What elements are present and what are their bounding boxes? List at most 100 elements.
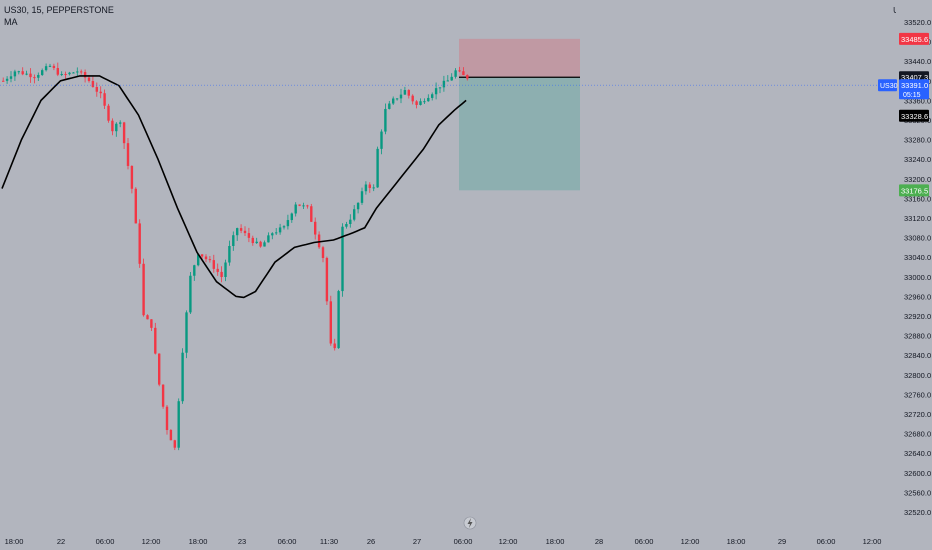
price-tick-label: 32520.0	[904, 508, 931, 517]
candle-body	[376, 148, 379, 188]
candle	[185, 310, 188, 359]
candle-body	[384, 108, 387, 132]
candle	[103, 89, 106, 109]
candle	[5, 76, 9, 84]
candle	[119, 120, 122, 128]
candle-body	[356, 202, 360, 210]
candle	[356, 202, 360, 214]
indicator-label[interactable]: MA	[4, 17, 18, 27]
ma-layer	[1, 75, 467, 299]
candle-body	[431, 94, 434, 98]
candle	[68, 71, 71, 76]
candle	[275, 228, 278, 236]
candle	[384, 103, 387, 135]
candle-body	[60, 74, 63, 76]
time-axis-bg	[0, 532, 932, 550]
candle	[177, 398, 180, 451]
candle-body	[95, 86, 98, 92]
candle-body	[380, 131, 383, 149]
candle-body	[111, 120, 114, 132]
candle	[126, 138, 130, 170]
candle-body	[158, 353, 161, 385]
price-tick-label: 33440.0	[904, 57, 931, 66]
candle-body	[337, 291, 340, 349]
candle	[115, 122, 118, 137]
candle-body	[220, 271, 223, 278]
candle	[76, 67, 79, 77]
candle	[247, 227, 251, 243]
candle	[169, 429, 173, 441]
candle	[403, 86, 407, 95]
candle-body	[169, 430, 173, 441]
candle-body	[372, 187, 375, 189]
candle	[146, 314, 149, 320]
candle-body	[415, 101, 418, 105]
current-price-badge-bg	[899, 79, 929, 100]
candle	[290, 212, 293, 223]
candle-body	[107, 105, 110, 121]
price-tick-label: 33360.0	[904, 96, 931, 105]
candle	[239, 224, 243, 234]
candle-body	[239, 228, 243, 231]
candle	[52, 63, 56, 71]
time-tick-label: 18:00	[189, 537, 208, 546]
price-tick-label: 33000.0	[904, 273, 931, 282]
candle-body	[122, 122, 126, 144]
price-tick-label: 32920.0	[904, 312, 931, 321]
symbol-title[interactable]: US30, 15, PEPPERSTONE	[4, 5, 114, 15]
time-tick-label: 29	[778, 537, 786, 546]
ma-value-badge-label: 33328.6	[901, 112, 928, 121]
candle	[173, 439, 176, 451]
candle	[438, 87, 442, 94]
candle	[111, 118, 114, 136]
candle	[236, 227, 239, 241]
candle	[29, 68, 32, 83]
candle	[99, 86, 102, 99]
candle	[392, 96, 395, 105]
chart-legend: US30, 15, PEPPERSTONE MA	[4, 4, 114, 28]
price-tick-label: 32880.0	[904, 332, 931, 341]
candle-body	[134, 188, 137, 224]
target-price-badge-bg	[899, 184, 929, 197]
candle-body	[294, 204, 297, 214]
candle-body	[5, 78, 9, 81]
ma-value-badge-bg	[899, 109, 929, 122]
candle-body	[48, 65, 52, 67]
price-axis: 33520.033480.033440.033400.033360.033320…	[878, 0, 932, 550]
price-tick-label: 33040.0	[904, 253, 931, 262]
candle	[122, 121, 126, 149]
candle-body	[228, 245, 231, 263]
price-tick-label: 32840.0	[904, 351, 931, 360]
candle-body	[126, 143, 130, 166]
candle	[9, 71, 13, 83]
candle	[399, 88, 403, 104]
candle	[37, 72, 40, 81]
price-tick-label: 32640.0	[904, 449, 931, 458]
candle	[407, 89, 410, 99]
candle	[317, 231, 321, 249]
candle	[13, 69, 17, 81]
lightning-glyph	[467, 518, 473, 528]
candle-body	[395, 98, 399, 100]
candle	[142, 258, 145, 317]
candle	[431, 92, 434, 101]
candle-body	[64, 74, 67, 76]
candle	[434, 82, 438, 100]
candle-body	[399, 94, 403, 99]
candle-body	[41, 70, 44, 75]
candle-body	[275, 232, 278, 234]
stop-price-badge: 33485.6	[899, 32, 929, 45]
candle	[216, 263, 219, 276]
candle-body	[212, 260, 215, 269]
price-tick-label: 33160.0	[904, 194, 931, 203]
candle	[411, 94, 414, 105]
candle-body	[142, 263, 145, 316]
replay-lightning-icon[interactable]	[463, 516, 477, 530]
candle-body	[25, 73, 28, 75]
candle-body	[364, 184, 368, 192]
candle-body	[56, 68, 59, 75]
entry-price-badge-label: 33407.3	[901, 73, 928, 82]
candle	[395, 98, 399, 101]
target-price-badge-label: 33176.5	[901, 186, 928, 195]
